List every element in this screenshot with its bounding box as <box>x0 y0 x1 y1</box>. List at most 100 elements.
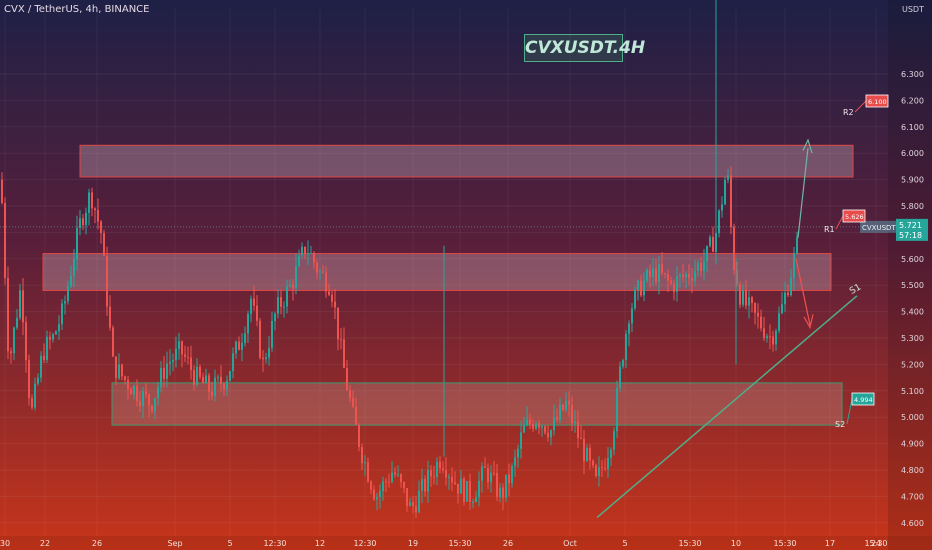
candle-body <box>475 497 477 502</box>
level-value-r2: 6.100 <box>868 98 887 106</box>
candle-body <box>775 330 777 345</box>
candle-body <box>91 192 93 209</box>
trendline-label: S1 <box>848 282 863 296</box>
candle-body <box>562 404 564 410</box>
level-name-s2: S2 <box>835 420 845 429</box>
candle-body <box>553 417 555 431</box>
y-tick-label: 5.600 <box>901 255 924 264</box>
candle-body <box>751 297 753 304</box>
candle-body <box>340 339 342 341</box>
candle-body <box>136 385 138 401</box>
symbol-title: CVX / TetherUS, 4h, BINANCE <box>4 4 150 15</box>
candle-body <box>397 474 399 476</box>
candle-body <box>565 400 567 410</box>
candle-body <box>460 478 462 494</box>
x-tick-label: 15:30 <box>448 539 471 548</box>
candle-body <box>673 283 675 292</box>
candle-body <box>724 179 726 205</box>
candle-body <box>631 308 633 324</box>
candle-body <box>280 297 282 307</box>
candle-body <box>40 355 42 378</box>
candle-body <box>157 386 159 399</box>
candle-body <box>595 465 597 477</box>
candle-body <box>130 389 132 395</box>
candle-body <box>700 262 702 271</box>
candle-body <box>718 210 720 234</box>
candle-body <box>361 447 363 464</box>
candle-body <box>457 483 459 494</box>
candle-body <box>313 253 315 263</box>
candle-body <box>331 294 333 302</box>
candle-body <box>487 467 489 483</box>
candle-body <box>199 366 201 377</box>
candle-body <box>187 356 189 358</box>
candle-body <box>346 368 348 391</box>
candle-body <box>766 336 768 339</box>
candle-body <box>442 468 444 471</box>
candle-body <box>322 271 324 273</box>
candle-body <box>184 354 186 357</box>
candle-body <box>211 391 213 397</box>
candle-body <box>499 487 501 498</box>
level-labels: R2 6.100 R1 5.626 S2 4.994 S1 <box>824 94 889 429</box>
candle-body <box>505 474 507 498</box>
candle-body <box>409 502 411 506</box>
candle-body <box>34 383 36 408</box>
trendline-s1 <box>596 295 858 519</box>
y-tick-label: 5.900 <box>901 176 924 185</box>
ticker-label: CVXUSDT <box>862 224 896 232</box>
candle-body <box>469 481 471 503</box>
y-tick-label: 5.200 <box>901 360 924 369</box>
y-tick-label: 5.000 <box>901 413 924 422</box>
currency-label: USDT <box>902 5 924 14</box>
candle-body <box>637 280 639 290</box>
level-connector <box>854 100 867 113</box>
candle-body <box>502 487 504 498</box>
time-remaining: 57:18 <box>899 231 922 240</box>
candle-body <box>238 341 240 350</box>
candle-body <box>634 289 636 309</box>
candle-body <box>142 391 144 406</box>
candle-body <box>256 305 258 321</box>
y-tick-label: 4.600 <box>901 519 924 528</box>
candle-body <box>385 481 387 483</box>
candle-body <box>472 501 474 503</box>
candle-body <box>61 303 63 325</box>
candle-body <box>46 336 48 360</box>
candle-body <box>742 290 744 305</box>
candle-body <box>175 348 177 361</box>
candle-body <box>286 286 288 307</box>
candle-body <box>703 261 705 271</box>
candle-body <box>301 246 303 256</box>
candle-body <box>538 423 540 428</box>
candle-body <box>796 237 798 254</box>
candle-body <box>670 280 672 284</box>
candle-body <box>619 366 621 388</box>
candle-body <box>376 496 378 500</box>
candle-body <box>226 380 228 390</box>
candle-body <box>607 457 609 470</box>
candle-body <box>589 447 591 461</box>
candle-body <box>163 367 165 379</box>
candle-body <box>178 341 180 349</box>
candle-body <box>217 376 219 378</box>
candle-body <box>7 278 9 352</box>
candle-body <box>82 218 84 226</box>
candle-body <box>784 292 786 305</box>
y-tick-label: 6.000 <box>901 149 924 158</box>
candle-body <box>523 424 525 433</box>
candle-body <box>289 284 291 287</box>
candle-body <box>736 270 738 285</box>
candle-body <box>133 385 135 395</box>
candle-body <box>733 226 735 271</box>
candle-body <box>604 468 606 470</box>
candle-body <box>754 303 756 313</box>
candle-body <box>358 424 360 448</box>
candle-body <box>115 356 117 379</box>
down-arrow-line <box>795 258 811 325</box>
candle-body <box>532 424 534 429</box>
candle-body <box>37 377 39 384</box>
candle-body <box>295 265 297 289</box>
